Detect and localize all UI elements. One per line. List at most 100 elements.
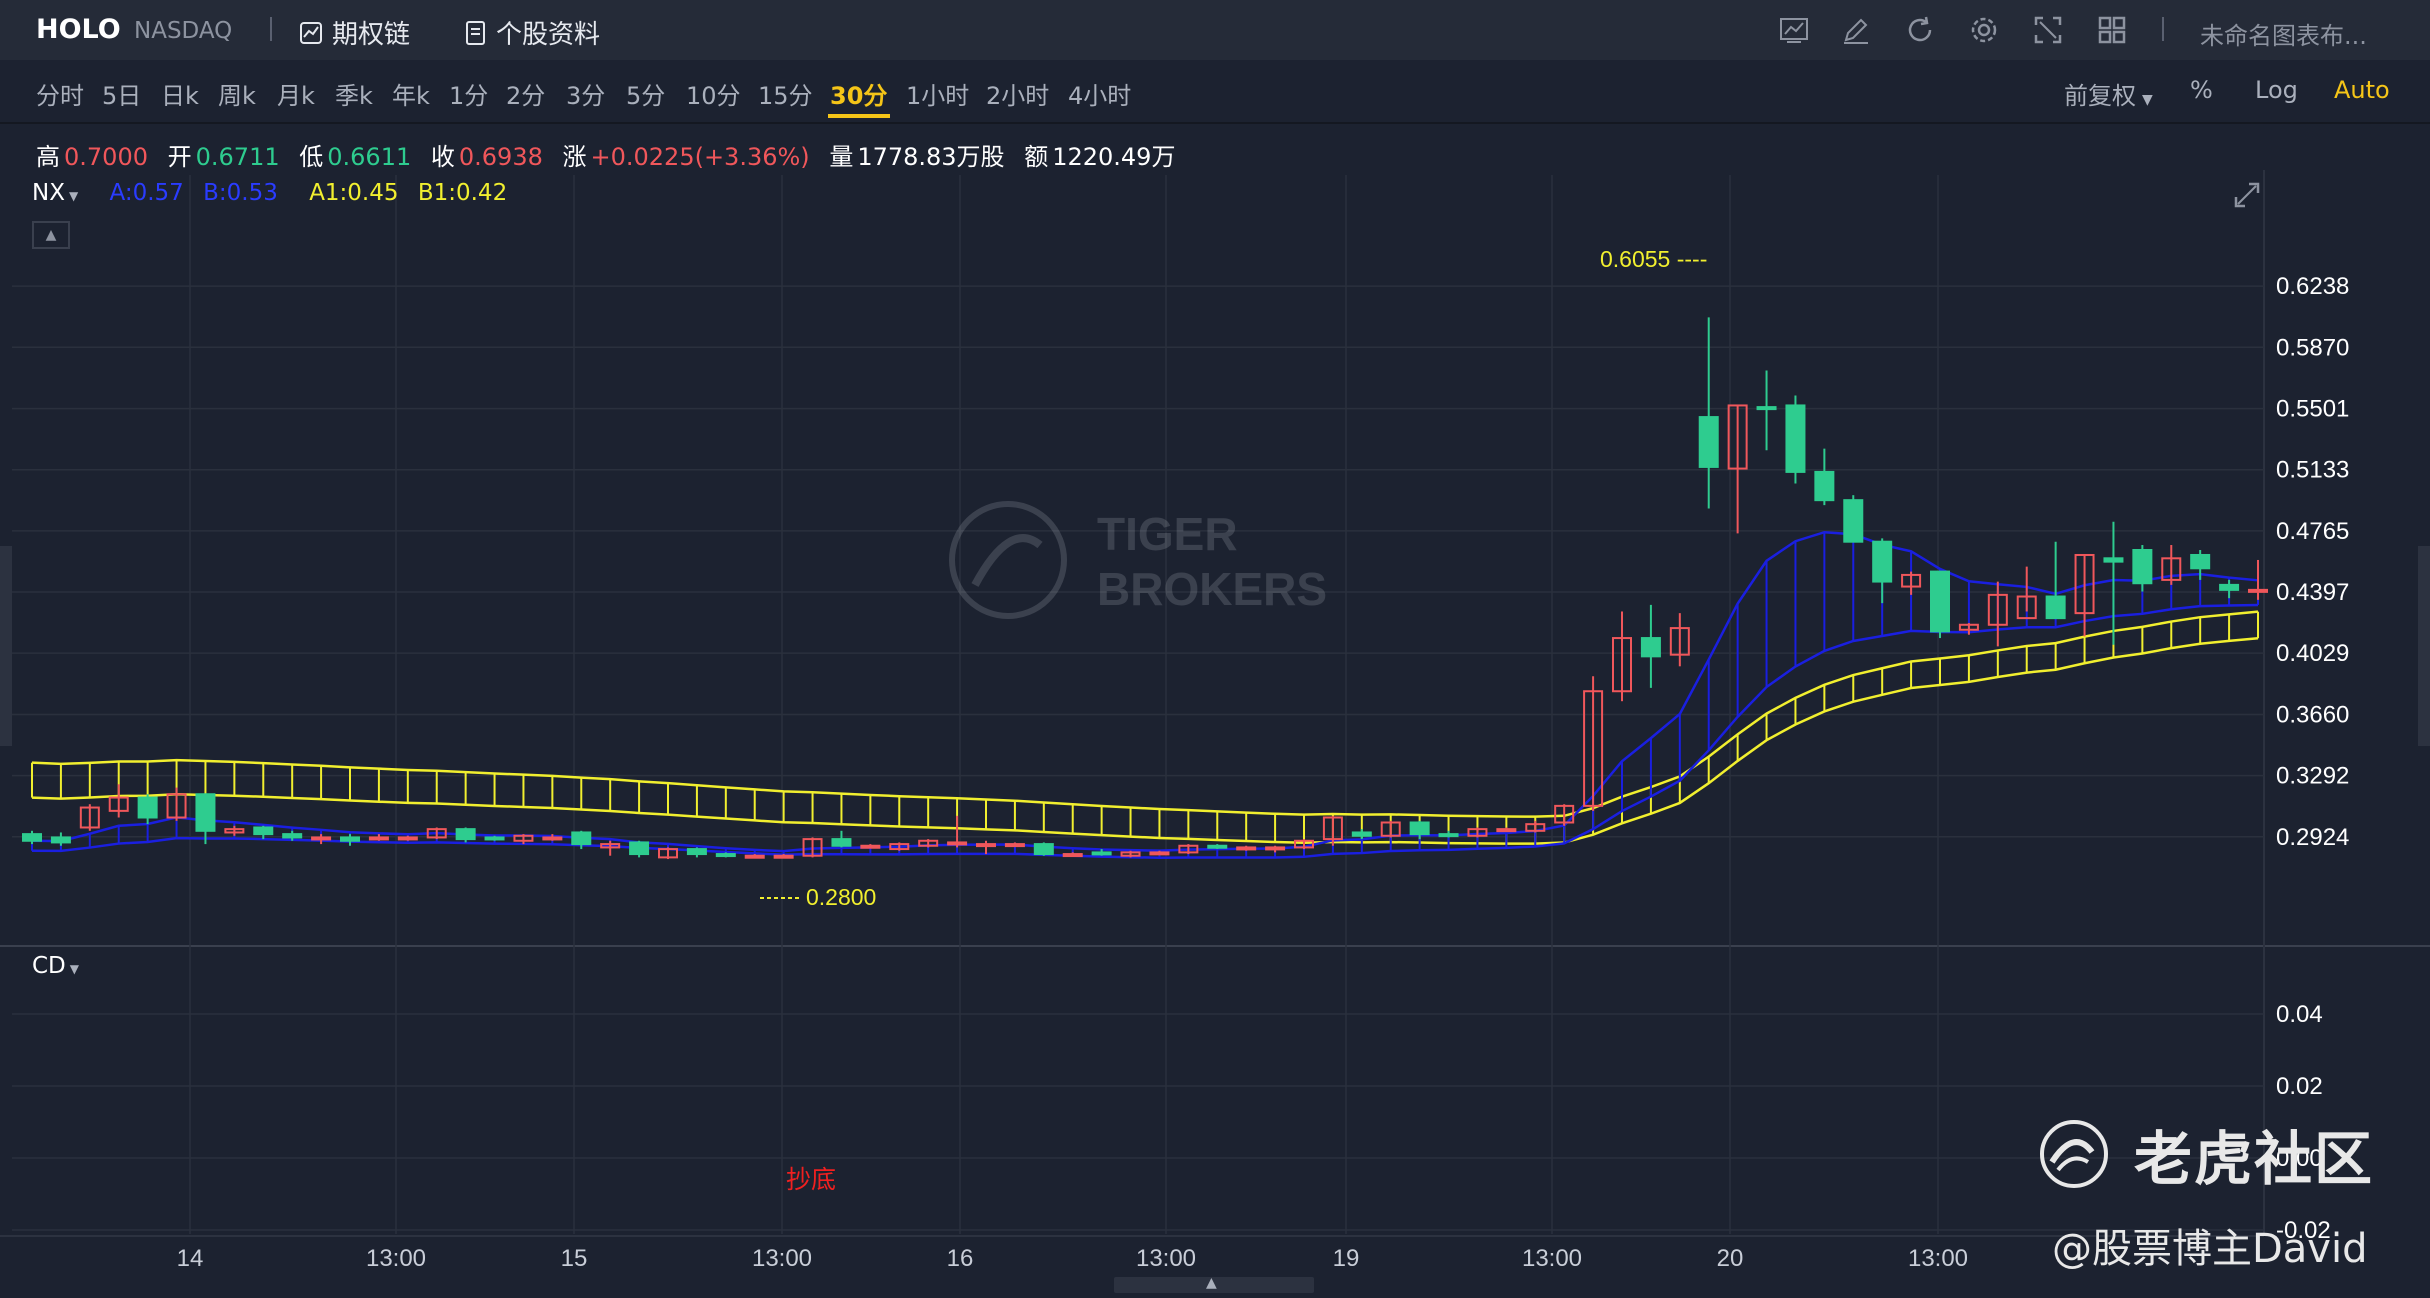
- candle-body: [1987, 593, 2008, 626]
- sub-y-tick-label: 0.04: [2276, 1001, 2323, 1028]
- period-tab[interactable]: 分时: [36, 82, 84, 110]
- expand-icon[interactable]: [2232, 180, 2262, 210]
- indicator-selector[interactable]: NX ▼: [32, 180, 78, 206]
- price-adjust-dropdown[interactable]: 前复权 ▼: [2064, 76, 2153, 111]
- chevron-down-icon: ▼: [68, 189, 79, 203]
- watermark-main-text: 老虎社区: [2134, 1125, 2375, 1193]
- period-tab[interactable]: 日k: [161, 82, 199, 110]
- candle-body: [368, 836, 389, 841]
- change-label: 涨: [562, 143, 587, 171]
- settings-gear-icon[interactable]: [1968, 14, 2000, 46]
- candle-body: [571, 831, 592, 846]
- candle-body: [1727, 404, 1748, 470]
- stock-info-button[interactable]: 个股资料: [462, 14, 600, 51]
- timeline-scroll-handle[interactable]: ▲: [1114, 1275, 1314, 1293]
- y-tick-label: 0.4765: [2276, 518, 2349, 545]
- open-label: 开: [167, 143, 192, 171]
- candle-body: [802, 838, 823, 857]
- candle-body: [860, 844, 881, 849]
- candle-body: [1843, 499, 1864, 543]
- candle-body: [2132, 549, 2153, 585]
- period-tab[interactable]: 1小时: [906, 82, 970, 110]
- options-chain-button[interactable]: 期权链: [298, 14, 410, 51]
- candle-body: [1091, 851, 1112, 856]
- candle-body: [715, 853, 736, 858]
- candle-body: [1207, 844, 1228, 849]
- period-tab-active[interactable]: 30分: [830, 82, 888, 110]
- candle-body: [340, 836, 360, 842]
- right-panel-toggle[interactable]: [2418, 546, 2430, 746]
- chart-icon: [300, 21, 322, 44]
- indicator-chart-icon[interactable]: [1778, 14, 1810, 46]
- period-tab[interactable]: 5分: [626, 82, 666, 110]
- chart-layout-title[interactable]: 未命名图表布...: [2200, 22, 2367, 50]
- refresh-icon[interactable]: [1904, 14, 1936, 46]
- candle-body: [600, 843, 621, 849]
- sub-indicator-selector[interactable]: CD ▼: [32, 953, 79, 979]
- x-tick-label: 19: [1333, 1245, 1360, 1272]
- y-tick-label: 0.4029: [2276, 640, 2349, 667]
- percent-toggle[interactable]: %: [2190, 76, 2213, 104]
- candle-body: [1294, 839, 1314, 849]
- candle-body: [2219, 583, 2240, 591]
- blue-band-lower-line: [31, 603, 2259, 859]
- candle-body: [1062, 853, 1083, 858]
- auto-scale-toggle[interactable]: Auto: [2334, 76, 2390, 104]
- collapse-chevron-up-icon[interactable]: ▲: [32, 221, 70, 249]
- candle-body: [1178, 844, 1199, 854]
- close-value: 0.6938: [458, 143, 543, 171]
- tiger-logo-icon: [2040, 1120, 2108, 1188]
- period-tab[interactable]: 5日: [102, 82, 142, 110]
- period-tab[interactable]: 10分: [686, 82, 741, 110]
- candle-body: [1930, 570, 1950, 633]
- candle-body: [947, 841, 968, 846]
- price-adjust-label: 前复权: [2064, 82, 2136, 110]
- low-price-marker: 0.2800: [806, 884, 876, 910]
- candle-body: [1756, 406, 1777, 411]
- draw-pen-icon[interactable]: [1840, 14, 1872, 46]
- period-tab[interactable]: 4小时: [1068, 82, 1132, 110]
- y-tick-label: 0.5870: [2276, 334, 2349, 361]
- candle-body: [686, 848, 707, 856]
- period-tab[interactable]: 周k: [218, 82, 256, 110]
- period-tab[interactable]: 月k: [277, 82, 315, 110]
- fullscreen-icon[interactable]: [2032, 14, 2064, 46]
- ticker-symbol[interactable]: HOLO: [36, 14, 121, 45]
- candle-body: [108, 796, 129, 812]
- left-panel-toggle[interactable]: [0, 546, 12, 746]
- period-tab[interactable]: 年k: [392, 82, 430, 110]
- candle-body: [1525, 823, 1546, 832]
- candle-body: [1438, 833, 1459, 838]
- y-tick-label: 0.5501: [2276, 396, 2349, 423]
- amount-label: 额: [1024, 143, 1049, 171]
- layout-grid-icon[interactable]: [2096, 14, 2128, 46]
- candle-body: [1901, 573, 1922, 588]
- axis-labels: 0.6238 0.5870 0.5501 0.5133 0.4765 0.4397 0.40…: [177, 273, 2350, 1272]
- candle-body: [195, 793, 216, 832]
- sub-y-tick-label: -0.02: [2276, 1217, 2331, 1244]
- period-selector-bar: 分时 5日 日k 周k 月k 季k 年k 1分 2分 3分 5分 10分 15分…: [0, 60, 2430, 124]
- candle-body: [1467, 828, 1488, 837]
- high-value: 0.7000: [64, 143, 148, 171]
- candle-body: [1583, 690, 1604, 807]
- candle-body: [50, 836, 71, 844]
- candle-body: [2190, 553, 2211, 570]
- period-tab[interactable]: 15分: [758, 82, 813, 110]
- period-tab[interactable]: 1分: [449, 82, 489, 110]
- log-toggle[interactable]: Log: [2255, 76, 2298, 104]
- period-tab[interactable]: 3分: [566, 82, 606, 110]
- candle-body: [976, 843, 996, 848]
- period-tab[interactable]: 2小时: [986, 82, 1050, 110]
- main-indicator-legend: NX ▼ A:0.57 B:0.53 A1:0.45 B1:0.42: [32, 180, 507, 206]
- chevron-up-icon: ▲: [1206, 1275, 1217, 1291]
- active-period-underline: [828, 114, 890, 118]
- document-icon: [466, 20, 485, 45]
- candle-body: [1351, 831, 1372, 837]
- candle-body: [629, 841, 650, 856]
- high-price-marker: 0.6055 ----: [1600, 246, 1707, 272]
- period-tab[interactable]: 2分: [506, 82, 546, 110]
- period-tab[interactable]: 季k: [335, 82, 373, 110]
- chevron-down-icon: ▼: [2142, 92, 2153, 108]
- watermark-author: @股票博主David: [2052, 1226, 2368, 1272]
